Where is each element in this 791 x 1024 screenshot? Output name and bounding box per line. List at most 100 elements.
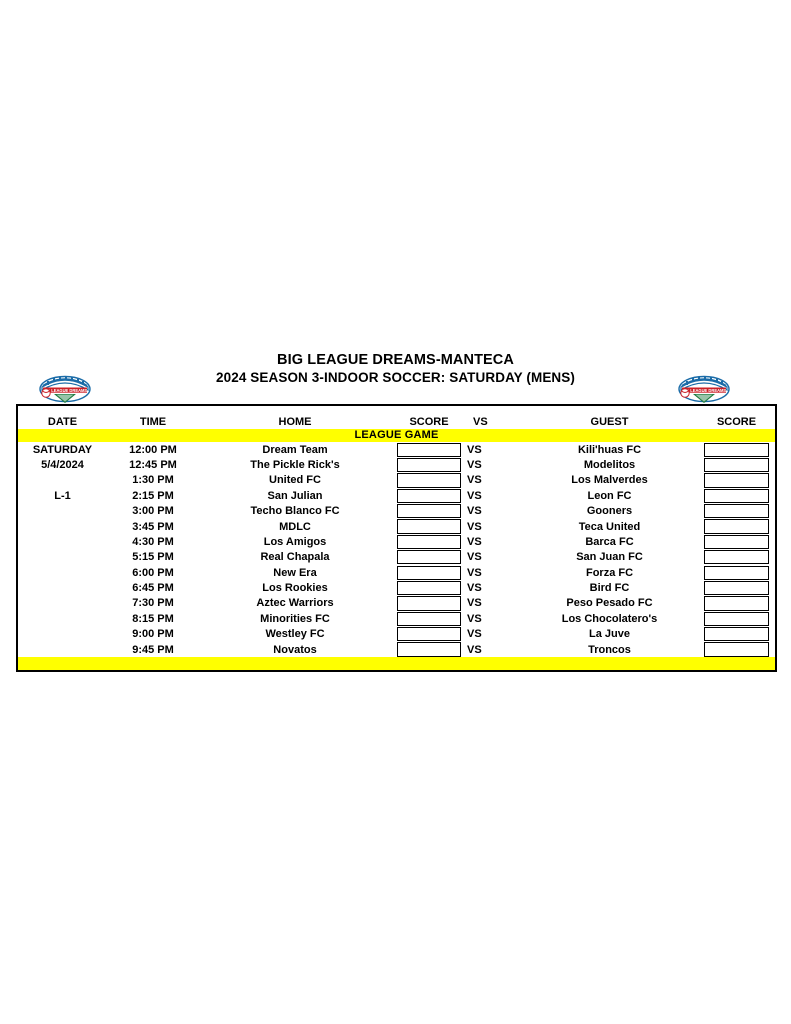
cell-date — [17, 549, 107, 565]
cell-score-guest[interactable] — [698, 549, 777, 565]
cell-date: L-1 — [17, 488, 107, 504]
score-entry-box[interactable] — [704, 580, 770, 596]
cell-score-home[interactable] — [391, 488, 467, 504]
cell-score-home[interactable] — [391, 472, 467, 489]
table-row[interactable]: SATURDAY 12:00 PM Dream Team VS Kili'huas FC — [17, 442, 777, 458]
cell-score-home[interactable] — [391, 503, 467, 519]
score-entry-box[interactable] — [704, 504, 770, 519]
score-entry-box[interactable] — [704, 627, 770, 642]
score-entry-box[interactable] — [397, 642, 461, 657]
table-footer-bar — [17, 657, 777, 672]
cell-time: 2:15 PM — [107, 488, 199, 504]
cell-score-guest[interactable] — [698, 580, 777, 596]
cell-score-guest[interactable] — [698, 457, 777, 473]
cell-score-home[interactable] — [391, 611, 467, 627]
svg-text:BIG LEAGUE DREAMS: BIG LEAGUE DREAMS — [43, 388, 88, 393]
cell-score-home[interactable] — [391, 595, 467, 612]
svg-text:BIG LEAGUE DREAMS: BIG LEAGUE DREAMS — [682, 388, 727, 393]
cell-score-guest[interactable] — [698, 518, 777, 535]
cell-time: 9:00 PM — [107, 626, 199, 642]
table-row[interactable]: 9:45 PM Novatos VS Troncos — [17, 641, 777, 658]
table-row[interactable]: 8:15 PM Minorities FC VS Los Chocolatero's — [17, 611, 777, 627]
cell-guest-team: Los Chocolatero's — [521, 611, 698, 627]
score-entry-box[interactable] — [397, 580, 461, 596]
table-row[interactable]: L-1 2:15 PM San Julian VS Leon FC — [17, 488, 777, 504]
table-row[interactable]: 5/4/2024 12:45 PM The Pickle Rick's VS Model… — [17, 457, 777, 473]
score-entry-box[interactable] — [704, 642, 770, 657]
score-entry-box[interactable] — [397, 550, 461, 565]
cell-time: 6:00 PM — [107, 565, 199, 581]
cell-score-guest[interactable] — [698, 641, 777, 658]
column-header-home: HOME — [199, 415, 391, 429]
cell-vs-label: VS — [467, 442, 521, 458]
score-entry-box[interactable] — [397, 457, 461, 473]
table-row[interactable]: 3:45 PM MDLC VS Teca United — [17, 518, 777, 535]
cell-score-guest[interactable] — [698, 472, 777, 489]
score-entry-box[interactable] — [704, 442, 770, 457]
big-league-dreams-logo-icon: BIG LEAGUE DREAMS — [34, 371, 96, 405]
cell-guest-team: Leon FC — [521, 488, 698, 504]
cell-date — [17, 595, 107, 612]
cell-time: 3:00 PM — [107, 503, 199, 519]
score-entry-box[interactable] — [704, 534, 770, 550]
cell-vs-label: VS — [467, 580, 521, 596]
score-entry-box[interactable] — [704, 473, 770, 488]
cell-score-guest[interactable] — [698, 442, 777, 458]
column-header-vs: VS — [467, 415, 521, 429]
score-entry-box[interactable] — [397, 534, 461, 550]
cell-score-guest[interactable] — [698, 595, 777, 612]
cell-score-home[interactable] — [391, 580, 467, 596]
cell-score-home[interactable] — [391, 518, 467, 535]
score-entry-box[interactable] — [704, 519, 770, 534]
cell-date — [17, 565, 107, 581]
score-entry-box[interactable] — [704, 596, 770, 611]
cell-score-home[interactable] — [391, 641, 467, 658]
score-entry-box[interactable] — [397, 519, 461, 534]
score-entry-box[interactable] — [397, 488, 461, 503]
score-entry-box[interactable] — [397, 611, 461, 626]
score-entry-box[interactable] — [397, 565, 461, 580]
score-entry-box[interactable] — [704, 457, 770, 473]
cell-score-home[interactable] — [391, 534, 467, 550]
cell-score-guest[interactable] — [698, 611, 777, 627]
cell-vs-label: VS — [467, 595, 521, 612]
table-row[interactable]: 5:15 PM Real Chapala VS San Juan FC — [17, 549, 777, 565]
score-entry-box[interactable] — [397, 442, 461, 457]
page-title: BIG LEAGUE DREAMS-MANTECA 2024 SEASON 3-… — [0, 352, 791, 386]
table-row[interactable]: 6:00 PM New Era VS Forza FC — [17, 565, 777, 581]
cell-vs-label: VS — [467, 534, 521, 550]
cell-vs-label: VS — [467, 457, 521, 473]
cell-date: SATURDAY — [17, 442, 107, 458]
table-row[interactable]: 9:00 PM Westley FC VS La Juve — [17, 626, 777, 642]
cell-score-guest[interactable] — [698, 626, 777, 642]
table-row[interactable]: 3:00 PM Techo Blanco FC VS Gooners — [17, 503, 777, 519]
score-entry-box[interactable] — [704, 550, 770, 565]
cell-score-home[interactable] — [391, 565, 467, 581]
table-row[interactable]: 1:30 PM United FC VS Los Malverdes — [17, 472, 777, 489]
score-entry-box[interactable] — [704, 611, 770, 626]
cell-home-team: Aztec Warriors — [199, 595, 391, 612]
cell-home-team: Los Amigos — [199, 534, 391, 550]
score-entry-box[interactable] — [397, 473, 461, 488]
score-entry-box[interactable] — [397, 504, 461, 519]
cell-guest-team: Forza FC — [521, 565, 698, 581]
cell-score-home[interactable] — [391, 626, 467, 642]
cell-date — [17, 534, 107, 550]
table-row[interactable]: 4:30 PM Los Amigos VS Barca FC — [17, 534, 777, 550]
score-entry-box[interactable] — [704, 488, 770, 503]
score-entry-box[interactable] — [397, 627, 461, 642]
cell-score-guest[interactable] — [698, 534, 777, 550]
table-row[interactable]: 6:45 PM Los Rookies VS Bird FC — [17, 580, 777, 596]
cell-date — [17, 580, 107, 596]
cell-score-home[interactable] — [391, 549, 467, 565]
score-entry-box[interactable] — [704, 565, 770, 580]
cell-score-home[interactable] — [391, 457, 467, 473]
table-row[interactable]: 7:30 PM Aztec Warriors VS Peso Pesado FC — [17, 595, 777, 612]
cell-time: 1:30 PM — [107, 472, 199, 489]
cell-score-guest[interactable] — [698, 565, 777, 581]
cell-score-guest[interactable] — [698, 488, 777, 504]
cell-score-home[interactable] — [391, 442, 467, 458]
cell-score-guest[interactable] — [698, 503, 777, 519]
score-entry-box[interactable] — [397, 596, 461, 611]
